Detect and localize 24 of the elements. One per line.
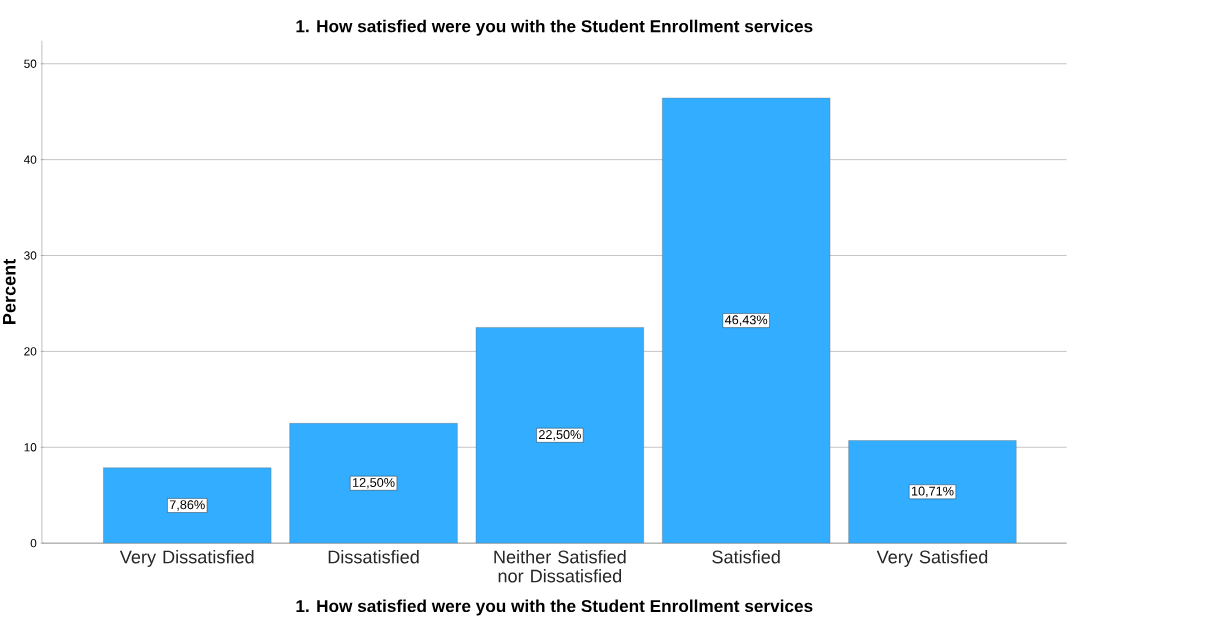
data-label: 10,71%	[911, 486, 954, 497]
bar	[289, 422, 458, 544]
y-tick-label: 30	[24, 251, 37, 260]
bar	[475, 327, 644, 544]
y-tick-label: 0	[30, 538, 37, 548]
y-tick-label: 50	[24, 59, 37, 68]
x-tick-label: Very Dissatisfied	[119, 549, 254, 567]
bar	[662, 97, 831, 544]
x-axis-title: 1. How satisfied were you with the Student Enrollment services	[296, 599, 813, 616]
x-tick-label: Neither Satisfied nor Dissatisfied	[494, 549, 626, 583]
data-label: 12,50%	[353, 477, 395, 489]
chart-title: 1. How satisfied were you with the Student Enrollment services	[296, 19, 813, 36]
data-label: 22,50%	[539, 429, 581, 441]
x-tick-label: Satisfied	[712, 549, 780, 564]
data-label: 7,86%	[169, 500, 205, 511]
bar	[103, 467, 272, 544]
x-tick-label: Very Satisfied	[876, 549, 988, 567]
data-label: 46,43%	[724, 315, 768, 326]
y-axis-title: Percent	[3, 258, 16, 324]
y-tick-label: 40	[23, 155, 37, 164]
x-tick-label: Dissatisfied	[328, 549, 419, 564]
bar	[848, 440, 1017, 544]
y-tick-label: 10	[24, 442, 37, 452]
y-tick-label: 20	[24, 347, 37, 356]
